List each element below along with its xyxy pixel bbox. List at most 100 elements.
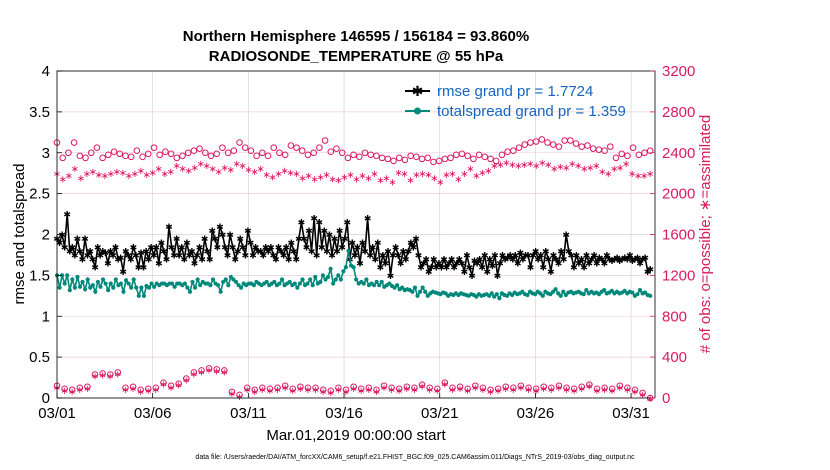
obs-count-possible [213, 150, 221, 158]
series-0-point: ✱ [585, 260, 593, 270]
chart-title-line2: RADIOSONDE_TEMPERATURE @ 55 hPa [209, 48, 504, 65]
obs-count-assimilated-low: ∗ [182, 376, 190, 387]
series-1-point [141, 293, 147, 298]
obs-count-possible [167, 150, 175, 158]
series-0-point: ✱ [616, 257, 624, 267]
obs-count-assimilated-low: ∗ [593, 386, 601, 397]
series-1-point [648, 293, 653, 298]
series-1-point [325, 274, 331, 280]
series-0-point: ✱ [392, 243, 400, 253]
series-1-point [371, 283, 377, 288]
obs-count-assimilated-low: ∗ [608, 386, 616, 397]
series-1-point [210, 277, 216, 282]
y-tick-label: 1.5 [29, 267, 50, 284]
y2-tick-label: 3200 [662, 63, 695, 80]
obs-count-possible-low [91, 371, 99, 378]
series-0-point: ✱ [119, 268, 127, 278]
series-1-point [208, 283, 213, 288]
series-0-point: ✱ [410, 243, 418, 253]
series-0-point: ✱ [382, 260, 390, 270]
series-0-point: ✱ [300, 235, 308, 245]
obs-count-possible-low [198, 367, 205, 374]
series-0-point: ✱ [364, 215, 372, 225]
series-0-point: ✱ [366, 251, 374, 261]
obs-count-possible-low [221, 367, 228, 374]
series-1-point [374, 279, 379, 285]
obs-count-assimilated-low: ∗ [129, 384, 137, 395]
obs-count-possible-low [205, 365, 213, 372]
series-0-point: ✱ [420, 260, 428, 270]
obs-count-possible-low [327, 387, 335, 395]
series-1-point [581, 292, 586, 297]
obs-count-possible [618, 150, 625, 158]
obs-count-assimilated-low: ∗ [547, 385, 555, 396]
obs-count-assimilated-low: ∗ [213, 366, 221, 377]
obs-count-assimilated-low: ∗ [349, 384, 357, 395]
series-0-point: ✱ [532, 247, 540, 257]
obs-count-possible-low [259, 384, 266, 392]
series-0-point: ✱ [343, 219, 351, 229]
series-0-point: ✱ [298, 219, 306, 229]
obs-count-possible-low [289, 385, 297, 393]
series-0-point: ✱ [494, 272, 502, 282]
series-0-point: ✱ [308, 247, 316, 257]
legend: ✱ rmse grand pr = 1.7724 totalspread gra… [405, 83, 626, 120]
series-0-point: ✱ [626, 251, 634, 261]
series-1-point [106, 287, 111, 293]
series-0-point: ✱ [427, 264, 435, 274]
obs-count-assimilated: ∗ [508, 160, 516, 171]
obs-count-assimilated: ∗ [275, 169, 283, 180]
series-0-point: ✱ [66, 247, 74, 257]
series-0-point: ✱ [560, 256, 568, 266]
series-1-point [300, 277, 305, 282]
y-tick-label: 0.5 [29, 349, 50, 366]
series-0-point: ✱ [601, 260, 609, 270]
obs-count-assimilated: ∗ [448, 169, 456, 180]
series-0-point: ✱ [545, 256, 553, 266]
obs-count-assimilated: ∗ [640, 171, 648, 182]
obs-count-possible [127, 153, 135, 161]
obs-count-assimilated: ∗ [382, 173, 390, 184]
obs-count-possible [65, 149, 72, 157]
series-0-point: ✱ [588, 256, 596, 266]
series-0-point: ✱ [555, 260, 563, 270]
series-0-point: ✱ [99, 247, 107, 257]
obs-count-possible-low [137, 386, 144, 394]
series-1-point [558, 293, 563, 298]
series-0-point: ✱ [504, 254, 512, 264]
series-0-point: ✱ [501, 256, 509, 266]
obs-count-assimilated: ∗ [125, 171, 133, 182]
obs-count-assimilated-low: ∗ [570, 386, 578, 397]
obs-count-possible-low [441, 379, 449, 386]
obs-count-assimilated-low: ∗ [623, 385, 631, 396]
series-1-point [346, 248, 351, 253]
series-0-point: ✱ [183, 239, 191, 249]
obs-count-assimilated: ∗ [167, 167, 175, 178]
series-1-point [553, 287, 558, 292]
obs-count-assimilated-low: ∗ [235, 392, 243, 403]
obs-count-possible-low [449, 384, 456, 392]
series-0-point: ✱ [290, 247, 298, 257]
obs-count-possible [629, 144, 637, 151]
obs-count-possible [487, 155, 494, 163]
series-0-point: ✱ [326, 231, 334, 241]
series-0-point: ✱ [109, 251, 117, 261]
obs-count-assimilated-low: ∗ [251, 387, 259, 398]
obs-count-assimilated-low: ∗ [479, 385, 487, 396]
series-0-point: ✱ [448, 256, 456, 266]
obs-count-possible-low [335, 384, 342, 392]
obs-count-assimilated: ∗ [155, 164, 163, 175]
obs-count-possible-low [479, 384, 487, 392]
obs-count-possible [549, 141, 557, 148]
series-1-point [67, 287, 72, 293]
series-1-point [313, 274, 318, 280]
series-0-point: ✱ [529, 251, 537, 261]
series-0-point: ✱ [496, 260, 504, 270]
obs-count-assimilated: ∗ [616, 163, 624, 174]
series-1-point [338, 277, 343, 282]
series-0-point: ✱ [280, 251, 288, 261]
series-0-point: ✱ [155, 260, 163, 270]
obs-count-assimilated-low: ∗ [410, 385, 418, 396]
series-0-point: ✱ [198, 256, 206, 266]
obs-count-possible-low [586, 381, 593, 389]
